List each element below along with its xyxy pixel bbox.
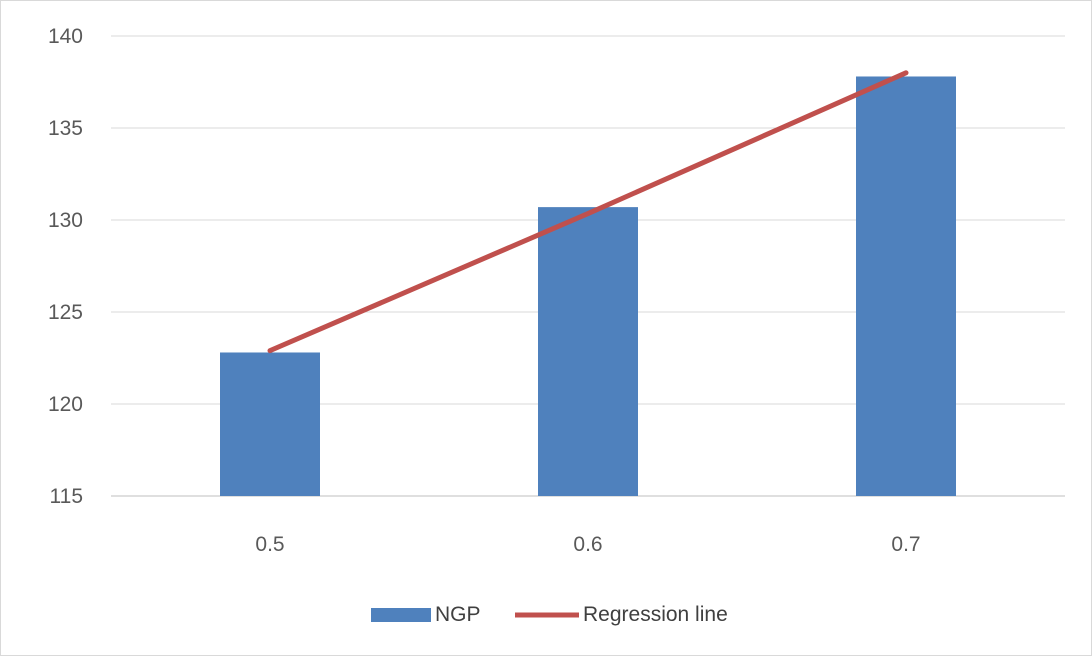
y-tick-label: 125 (48, 301, 83, 324)
bar-ngp-0.7 (856, 76, 956, 496)
bar-ngp-0.5 (220, 352, 320, 496)
y-tick-label: 135 (48, 117, 83, 140)
bar-ngp-0.6 (538, 207, 638, 496)
y-tick-label: 120 (48, 393, 83, 416)
x-tick-label: 0.5 (255, 533, 284, 556)
y-tick-label: 130 (48, 209, 83, 232)
y-axis-tick-labels: 115 120 125 130 135 140 (48, 25, 83, 508)
legend-regression-line-label: Regression line (583, 603, 728, 626)
x-tick-label: 0.6 (573, 533, 602, 556)
x-axis-tick-labels: 0.5 0.6 0.7 (255, 533, 920, 556)
bar-series (220, 76, 956, 496)
x-tick-label: 0.7 (891, 533, 920, 556)
regression-line-series (267, 70, 909, 354)
y-tick-label: 115 (50, 485, 83, 508)
legend: NGP Regression line (371, 603, 728, 626)
regression-line (267, 70, 909, 354)
legend-ngp-label: NGP (435, 603, 481, 626)
y-tick-label: 140 (48, 25, 83, 48)
legend-ngp-swatch (371, 608, 431, 622)
